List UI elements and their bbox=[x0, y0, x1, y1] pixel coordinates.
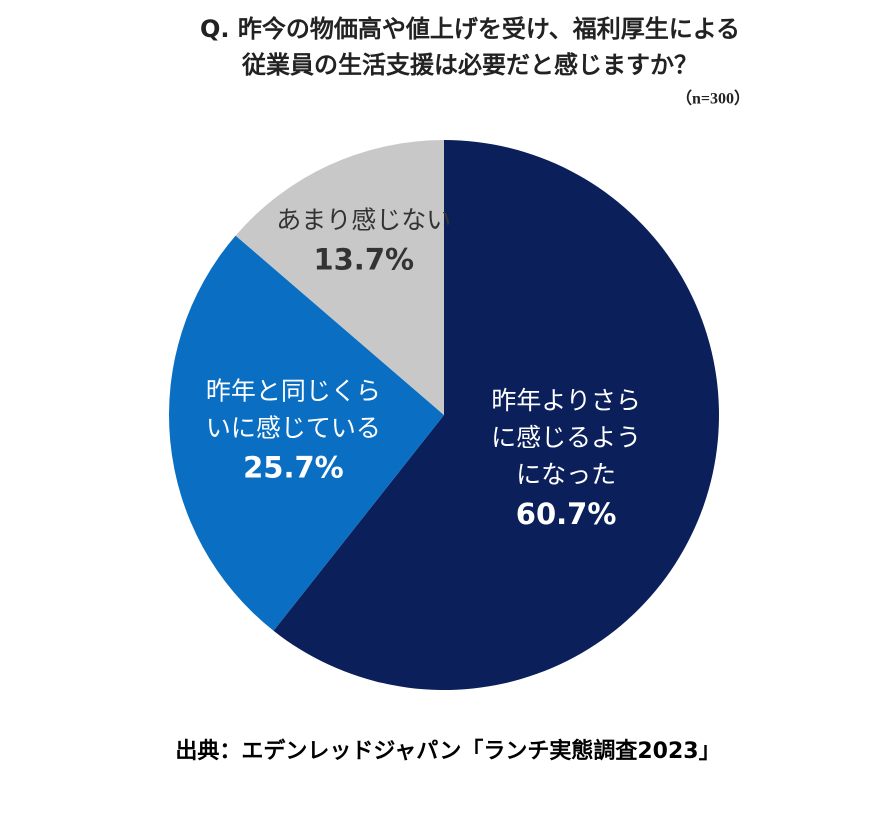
slice-label: に感じるよう bbox=[491, 423, 641, 452]
slice-label: いに感じている bbox=[206, 413, 381, 442]
pie-slice bbox=[235, 140, 444, 415]
value-label: 60.7% bbox=[516, 497, 617, 531]
slice-label: 昨年よりさら bbox=[491, 386, 641, 415]
chart-title: 従業員の生活支援は必要だと感じますか？ bbox=[241, 51, 698, 79]
slice-label: あまり感じない bbox=[276, 206, 451, 235]
chart-title: Q. 昨今の物価高や値上げを受け、福利厚生による bbox=[200, 15, 740, 43]
source: 出典：エデンレッドジャパン「ランチ実態調査2023」 bbox=[175, 738, 720, 764]
pie-slice bbox=[273, 140, 719, 690]
slice-label: 昨年と同じくら bbox=[206, 376, 381, 405]
slice-label: になった bbox=[516, 460, 616, 489]
value-label: 13.7% bbox=[313, 243, 414, 277]
value-label: 25.7% bbox=[243, 450, 344, 484]
pie-slice bbox=[168, 235, 444, 631]
chart-subtitle: （n=300） bbox=[676, 90, 750, 108]
